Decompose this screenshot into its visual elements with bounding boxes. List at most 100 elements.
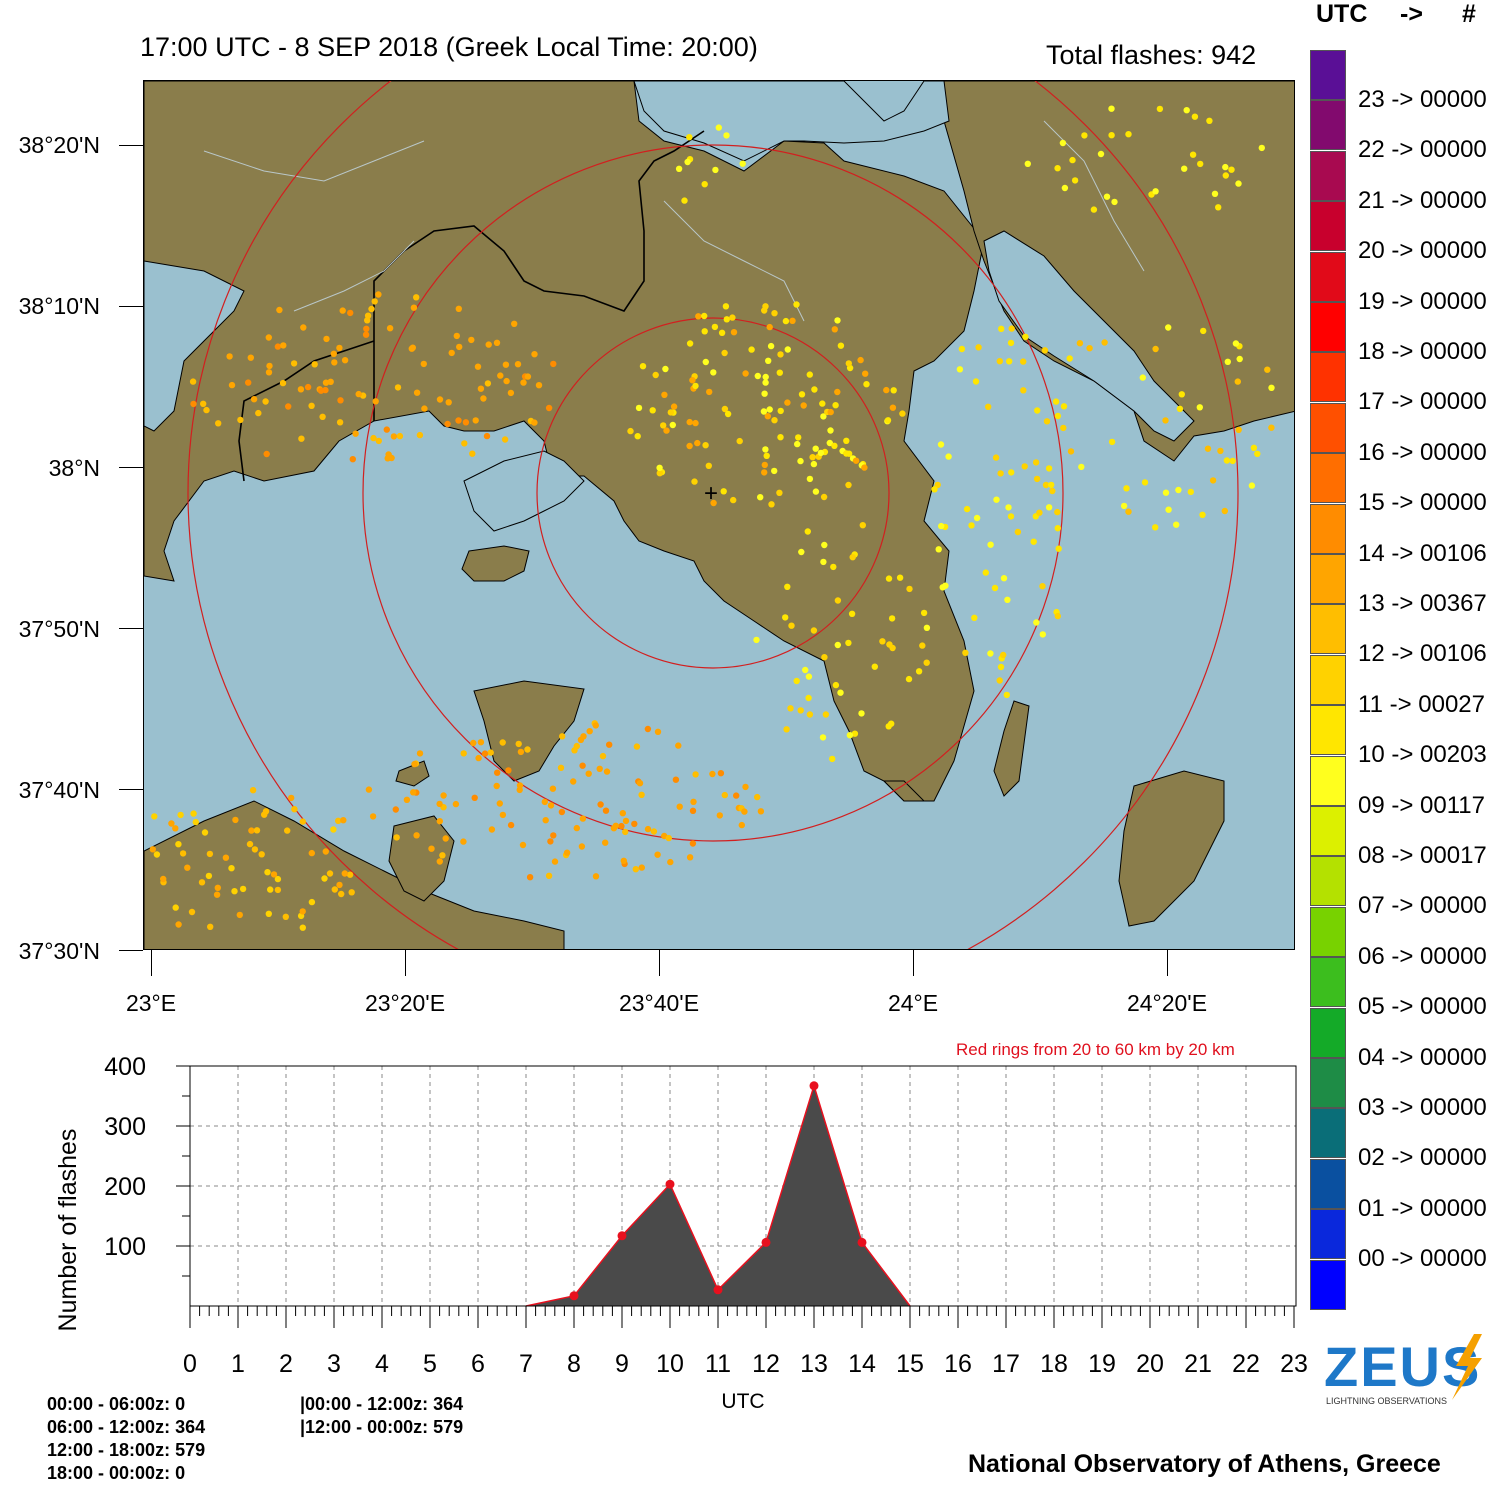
flash-dot: [845, 639, 852, 647]
flash-dot: [649, 407, 656, 414]
flash-dot: [505, 767, 512, 774]
flash-dot: [652, 371, 659, 379]
flash-dot: [1189, 151, 1197, 158]
histogram-xtick-label: 1: [231, 1350, 245, 1378]
histogram-point: [857, 1237, 867, 1247]
flash-dot: [832, 402, 839, 409]
flash-dot: [762, 379, 769, 386]
footer-line: |12:00 - 00:00z: 579: [300, 1417, 464, 1437]
colorbar-header-utc: UTC: [1316, 0, 1368, 28]
flash-dot: [151, 813, 158, 820]
flash-dot: [236, 911, 243, 919]
flash-dot: [596, 765, 603, 772]
flash-dot: [323, 335, 330, 343]
flash-dot: [832, 681, 840, 689]
flash-dot: [1054, 525, 1061, 532]
flash-dot: [820, 558, 827, 566]
lat-tick: [119, 628, 143, 629]
flash-dot: [800, 402, 807, 409]
lightning-bolt-icon: [1452, 1334, 1482, 1400]
colorbar-swatch: [1310, 50, 1346, 100]
flash-dot: [1141, 479, 1149, 486]
flash-dot: [662, 365, 669, 373]
flash-dot: [763, 452, 770, 459]
flash-dot: [761, 461, 768, 469]
flash-dot: [1258, 144, 1266, 152]
flash-dot: [669, 421, 676, 429]
flash-dot: [341, 357, 349, 364]
flash-dot: [319, 413, 326, 420]
flash-dot: [809, 454, 816, 461]
flash-dot: [1191, 113, 1199, 120]
flash-dot: [1111, 198, 1118, 206]
histogram-ytick-label: 100: [104, 1233, 146, 1261]
flash-dot: [1006, 358, 1013, 365]
flash-dot: [1055, 545, 1062, 552]
flash-dot: [160, 875, 167, 883]
flash-dot: [1004, 596, 1011, 603]
flash-dot: [777, 434, 784, 441]
flash-dot: [644, 725, 652, 733]
flash-dot: [837, 689, 844, 696]
histogram-point: [761, 1237, 771, 1247]
flash-dot: [1021, 463, 1028, 470]
flash-dot: [1020, 387, 1027, 394]
flash-dot: [1139, 374, 1146, 381]
flash-dot: [326, 870, 334, 877]
flash-dot: [383, 426, 390, 433]
flash-dot: [849, 554, 856, 561]
flash-dot: [1048, 481, 1055, 489]
flash-dot: [619, 810, 626, 817]
flash-dot: [945, 453, 952, 460]
ring-60km: [187, 81, 1239, 949]
flash-dot: [599, 752, 607, 760]
flash-dot: [388, 454, 395, 462]
flash-dot: [264, 869, 271, 876]
flash-dot: [1052, 398, 1060, 405]
flash-dot: [721, 405, 729, 413]
flash-dot: [723, 316, 730, 323]
flash-dot: [547, 838, 554, 845]
flash-dot: [469, 450, 476, 457]
flash-dot: [262, 398, 269, 405]
lightning-map: +: [143, 80, 1295, 950]
flash-dot: [436, 800, 443, 808]
flash-dot: [1081, 132, 1088, 139]
flash-dot: [321, 875, 328, 882]
flash-dot: [168, 820, 175, 827]
flash-dot: [857, 356, 864, 364]
flash-dot: [632, 866, 639, 873]
flash-dot: [1165, 324, 1172, 331]
flash-dot: [692, 771, 699, 778]
colorbar-label: 08 -> 00017: [1358, 842, 1487, 869]
flash-dot: [721, 791, 728, 799]
histogram-xtick-label: 9: [615, 1350, 629, 1378]
flash-dot: [660, 422, 667, 429]
flash-dot: [831, 442, 838, 449]
colorbar-label: 15 -> 00000: [1358, 489, 1487, 517]
flash-dot: [392, 806, 399, 813]
flash-dot: [1008, 325, 1015, 332]
histogram-xtick-label: 4: [375, 1350, 389, 1378]
flash-dot: [456, 343, 463, 351]
flash-dot: [834, 317, 841, 324]
flash-dot: [396, 432, 404, 440]
flash-dot: [879, 638, 886, 645]
histogram-point: [617, 1231, 627, 1241]
flash-dot: [760, 408, 768, 415]
histogram-xtick-label: 0: [183, 1350, 197, 1378]
flash-dot: [1199, 511, 1206, 518]
flash-dot: [1039, 631, 1046, 638]
land-layer: [144, 81, 1294, 949]
flash-dot: [771, 310, 778, 317]
flash-dot: [1200, 327, 1207, 335]
colorbar-header-hash: #: [1462, 0, 1476, 28]
colorbar-label: 10 -> 00203: [1358, 741, 1487, 769]
flash-dot: [1268, 424, 1275, 431]
colorbar-swatch: [1310, 1209, 1346, 1260]
flash-dot: [1022, 333, 1029, 340]
flash-dot: [827, 408, 834, 416]
flash-dot: [991, 584, 999, 592]
flash-dot: [462, 419, 470, 426]
flash-dot: [203, 406, 210, 414]
